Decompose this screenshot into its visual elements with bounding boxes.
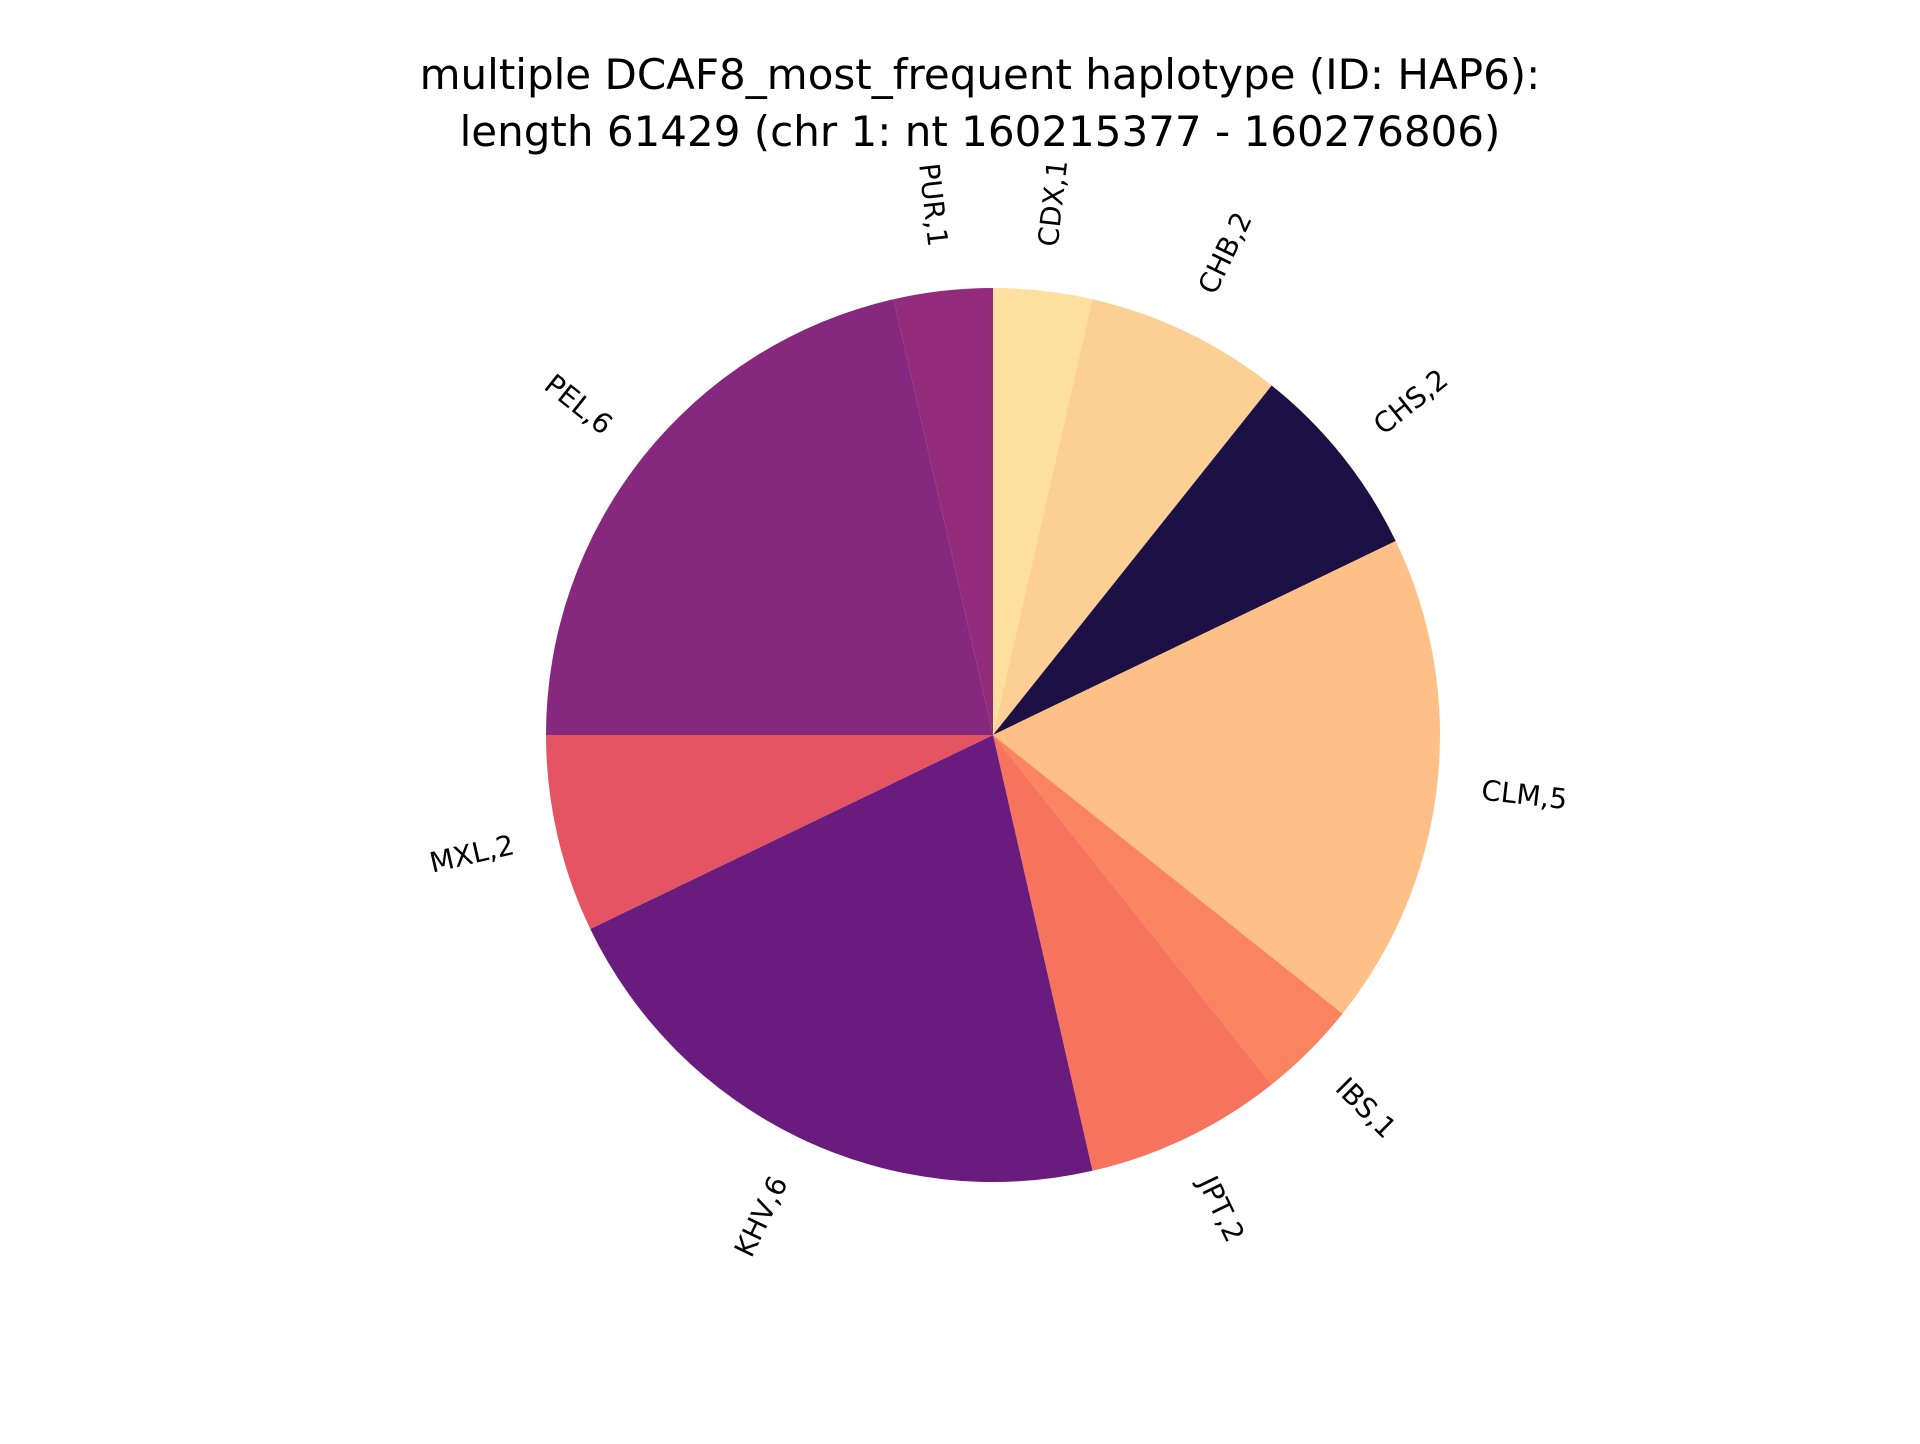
pie-slice-clm <box>993 541 1440 1014</box>
pie-slice-khv <box>590 735 1093 1182</box>
pie-label-pel: PEL,6 <box>538 368 619 442</box>
pie-label-mxl: MXL,2 <box>426 828 517 879</box>
pie-slice-mxl <box>546 735 993 929</box>
pie-slice-jpt <box>993 735 1272 1171</box>
pie-label-cdx: CDX,1 <box>1032 158 1075 248</box>
chart-title-line-2: length 61429 (chr 1: nt 160215377 - 1602… <box>460 107 1501 156</box>
pie-label-khv: KHV,6 <box>728 1171 795 1262</box>
pie-label-clm: CLM,5 <box>1480 774 1569 816</box>
pie-slice-chb <box>993 299 1272 735</box>
pie-slice-cdx <box>993 288 1093 735</box>
pie-label-pur: PUR,1 <box>912 162 954 249</box>
pie-label-chs: CHS,2 <box>1367 362 1454 441</box>
pie-slice-pur <box>893 288 993 735</box>
pie-slice-chs <box>993 385 1396 735</box>
pie-slice-pel <box>546 299 993 735</box>
pie-label-jpt: JPT,2 <box>1191 1169 1252 1247</box>
chart-title-line-1: multiple DCAF8_most_frequent haplotype (… <box>420 50 1541 99</box>
pie-slices <box>546 288 1440 1182</box>
pie-label-ibs: IBS,1 <box>1329 1071 1403 1145</box>
pie-slice-ibs <box>993 735 1343 1085</box>
pie-label-chb: CHB,2 <box>1191 207 1258 299</box>
